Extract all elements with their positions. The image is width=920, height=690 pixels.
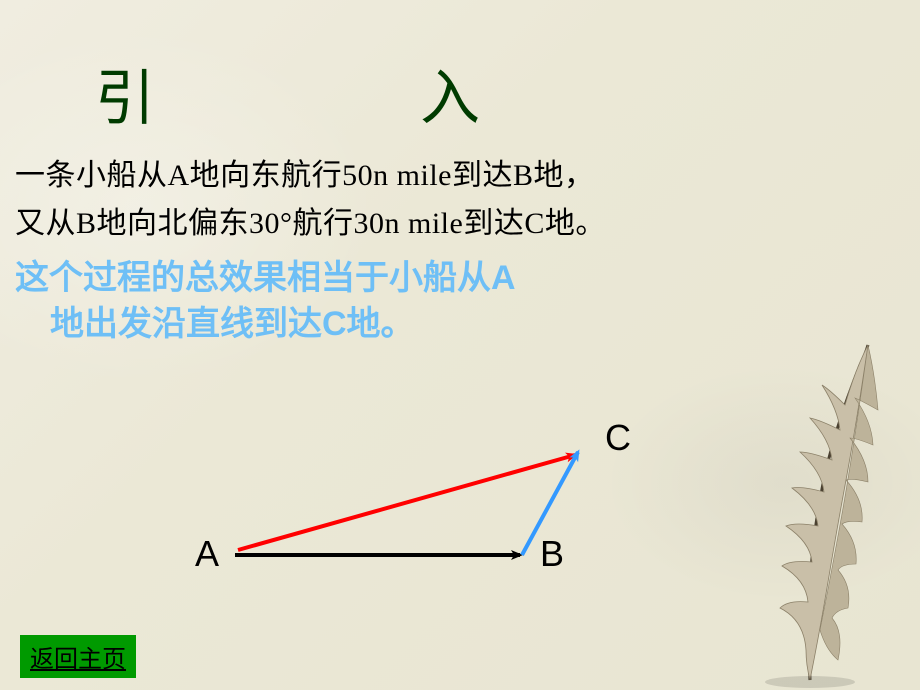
label-b: B xyxy=(540,533,564,575)
highlight-line-2: 地出发沿直线到达C地。 xyxy=(50,296,415,345)
title-char-2: 入 xyxy=(420,50,480,137)
highlight-line-1: 这个过程的总效果相当于小船从A xyxy=(15,250,516,299)
body-line-2: 又从B地向北偏东30°航行30n mile到达C地。 xyxy=(15,198,606,242)
vector-diagram: A B C xyxy=(100,370,700,620)
title-char-1: 引 xyxy=(95,50,155,137)
vector-ac xyxy=(238,455,575,550)
body-line-1: 一条小船从A地向东航行50n mile到达B地， xyxy=(15,150,595,194)
label-c: C xyxy=(605,417,631,459)
vector-svg xyxy=(100,370,700,620)
label-a: A xyxy=(195,533,219,575)
back-button[interactable]: 返回主页 xyxy=(20,635,136,678)
